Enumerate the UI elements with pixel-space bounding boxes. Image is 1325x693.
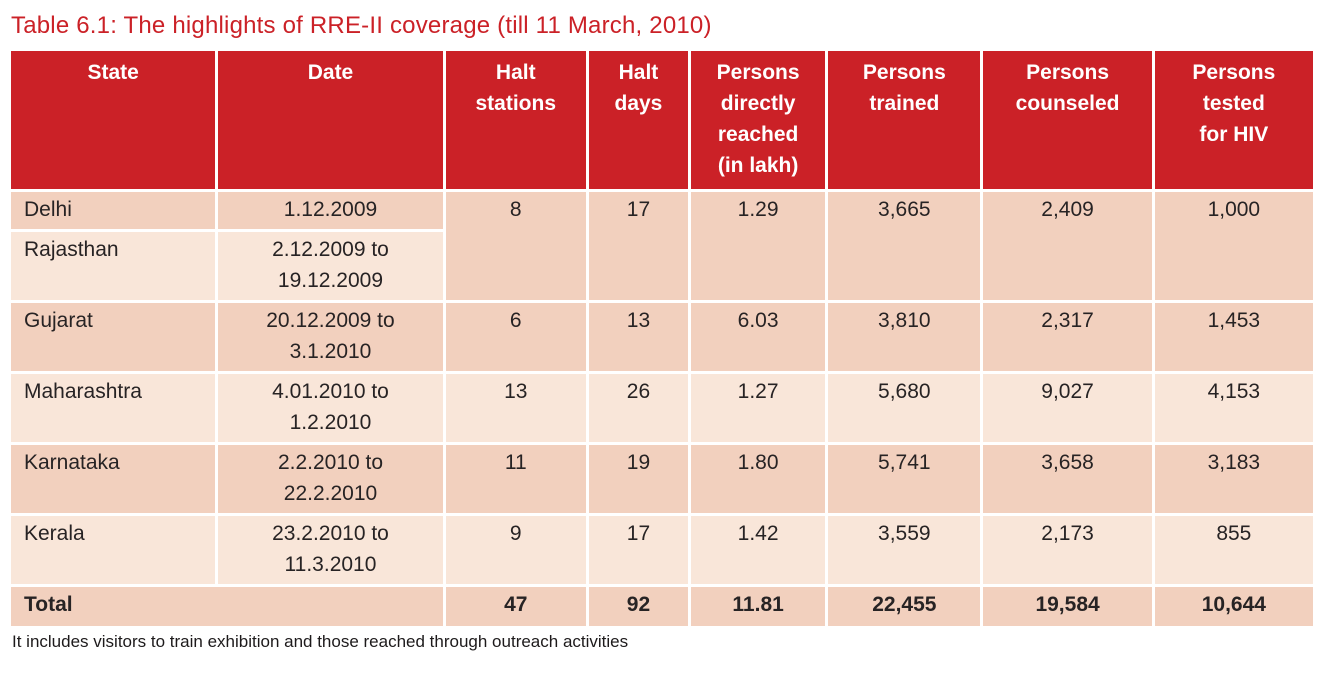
cell-total-label: Total [11, 586, 443, 626]
column-header-persons-tested: Persons tested for HIV [1154, 51, 1313, 189]
column-header-persons-reached: Persons directly reached (in lakh) [691, 51, 826, 189]
cell-maharashtra-persons-counseled: 9,027 [983, 373, 1152, 442]
header-row: State Date Halt stations Halt days Perso… [11, 51, 1313, 189]
cell-kerala-persons-tested: 855 [1154, 515, 1313, 584]
column-header-state: State [11, 51, 216, 189]
cell-gujarat-persons-reached: 6.03 [691, 302, 826, 371]
cell-maharashtra-persons-trained: 5,680 [828, 373, 981, 442]
cell-gujarat-date: 20.12.2009 to 3.1.2010 [218, 302, 443, 371]
cell-delhi-rajasthan-persons-trained: 3,665 [828, 192, 981, 300]
cell-kerala-persons-reached: 1.42 [691, 515, 826, 584]
cell-karnataka-persons-reached: 1.80 [691, 444, 826, 513]
cell-maharashtra-persons-tested: 4,153 [1154, 373, 1313, 442]
row-delhi: Delhi 1.12.2009 8 17 1.29 3,665 2,409 1,… [11, 192, 1313, 300]
cell-delhi-date: 1.12.2009 [218, 192, 443, 229]
table-footnote: It includes visitors to train exhibition… [12, 631, 629, 651]
column-header-date: Date [218, 51, 443, 189]
cell-rajasthan-state: Rajasthan [11, 231, 216, 300]
cell-kerala-halt-days: 17 [588, 515, 689, 584]
cell-gujarat-persons-counseled: 2,317 [983, 302, 1152, 371]
cell-kerala-persons-counseled: 2,173 [983, 515, 1152, 584]
cell-rajasthan-date: 2.12.2009 to 19.12.2009 [218, 231, 443, 300]
cell-karnataka-persons-counseled: 3,658 [983, 444, 1152, 513]
cell-maharashtra-date: 4.01.2010 to 1.2.2010 [218, 373, 443, 442]
table-body: Delhi 1.12.2009 8 17 1.29 3,665 2,409 1,… [11, 192, 1313, 626]
cell-karnataka-halt-stations: 11 [445, 444, 586, 513]
row-maharashtra: Maharashtra 4.01.2010 to 1.2.2010 13 26 … [11, 373, 1313, 442]
cell-karnataka-persons-trained: 5,741 [828, 444, 981, 513]
cell-total-persons-reached: 11.81 [691, 586, 826, 626]
cell-gujarat-persons-trained: 3,810 [828, 302, 981, 371]
cell-gujarat-halt-stations: 6 [445, 302, 586, 371]
cell-delhi-rajasthan-halt-days: 17 [588, 192, 689, 300]
cell-maharashtra-state: Maharashtra [11, 373, 216, 442]
column-header-halt-days: Halt days [588, 51, 689, 189]
cell-kerala-date: 23.2.2010 to 11.3.2010 [218, 515, 443, 584]
cell-total-halt-days: 92 [588, 586, 689, 626]
cell-delhi-state: Delhi [11, 192, 216, 229]
cell-karnataka-state: Karnataka [11, 444, 216, 513]
column-header-persons-trained: Persons trained [828, 51, 981, 189]
cell-karnataka-persons-tested: 3,183 [1154, 444, 1313, 513]
cell-maharashtra-halt-stations: 13 [445, 373, 586, 442]
cell-gujarat-persons-tested: 1,453 [1154, 302, 1313, 371]
cell-karnataka-date: 2.2.2010 to 22.2.2010 [218, 444, 443, 513]
cell-maharashtra-persons-reached: 1.27 [691, 373, 826, 442]
cell-total-persons-trained: 22,455 [828, 586, 981, 626]
cell-maharashtra-halt-days: 26 [588, 373, 689, 442]
row-total: Total 47 92 11.81 22,455 19,584 10,644 [11, 586, 1313, 626]
cell-kerala-persons-trained: 3,559 [828, 515, 981, 584]
table-title: Table 6.1: The highlights of RRE-II cove… [11, 12, 712, 39]
cell-delhi-rajasthan-persons-reached: 1.29 [691, 192, 826, 300]
cell-total-halt-stations: 47 [445, 586, 586, 626]
cell-delhi-rajasthan-halt-stations: 8 [445, 192, 586, 300]
row-karnataka: Karnataka 2.2.2010 to 22.2.2010 11 19 1.… [11, 444, 1313, 513]
cell-total-persons-tested: 10,644 [1154, 586, 1313, 626]
column-header-persons-counseled: Persons counseled [983, 51, 1152, 189]
cell-delhi-rajasthan-persons-counseled: 2,409 [983, 192, 1152, 300]
rre-coverage-table: State Date Halt stations Halt days Perso… [8, 48, 1316, 629]
cell-kerala-halt-stations: 9 [445, 515, 586, 584]
row-rajasthan: Rajasthan 2.12.2009 to 19.12.2009 [11, 231, 1313, 300]
column-header-halt-stations: Halt stations [445, 51, 586, 189]
cell-karnataka-halt-days: 19 [588, 444, 689, 513]
row-gujarat: Gujarat 20.12.2009 to 3.1.2010 6 13 6.03… [11, 302, 1313, 371]
cell-total-persons-counseled: 19,584 [983, 586, 1152, 626]
cell-kerala-state: Kerala [11, 515, 216, 584]
cell-gujarat-halt-days: 13 [588, 302, 689, 371]
table-header: State Date Halt stations Halt days Perso… [11, 51, 1313, 189]
row-kerala: Kerala 23.2.2010 to 11.3.2010 9 17 1.42 … [11, 515, 1313, 584]
cell-gujarat-state: Gujarat [11, 302, 216, 371]
cell-delhi-rajasthan-persons-tested: 1,000 [1154, 192, 1313, 300]
